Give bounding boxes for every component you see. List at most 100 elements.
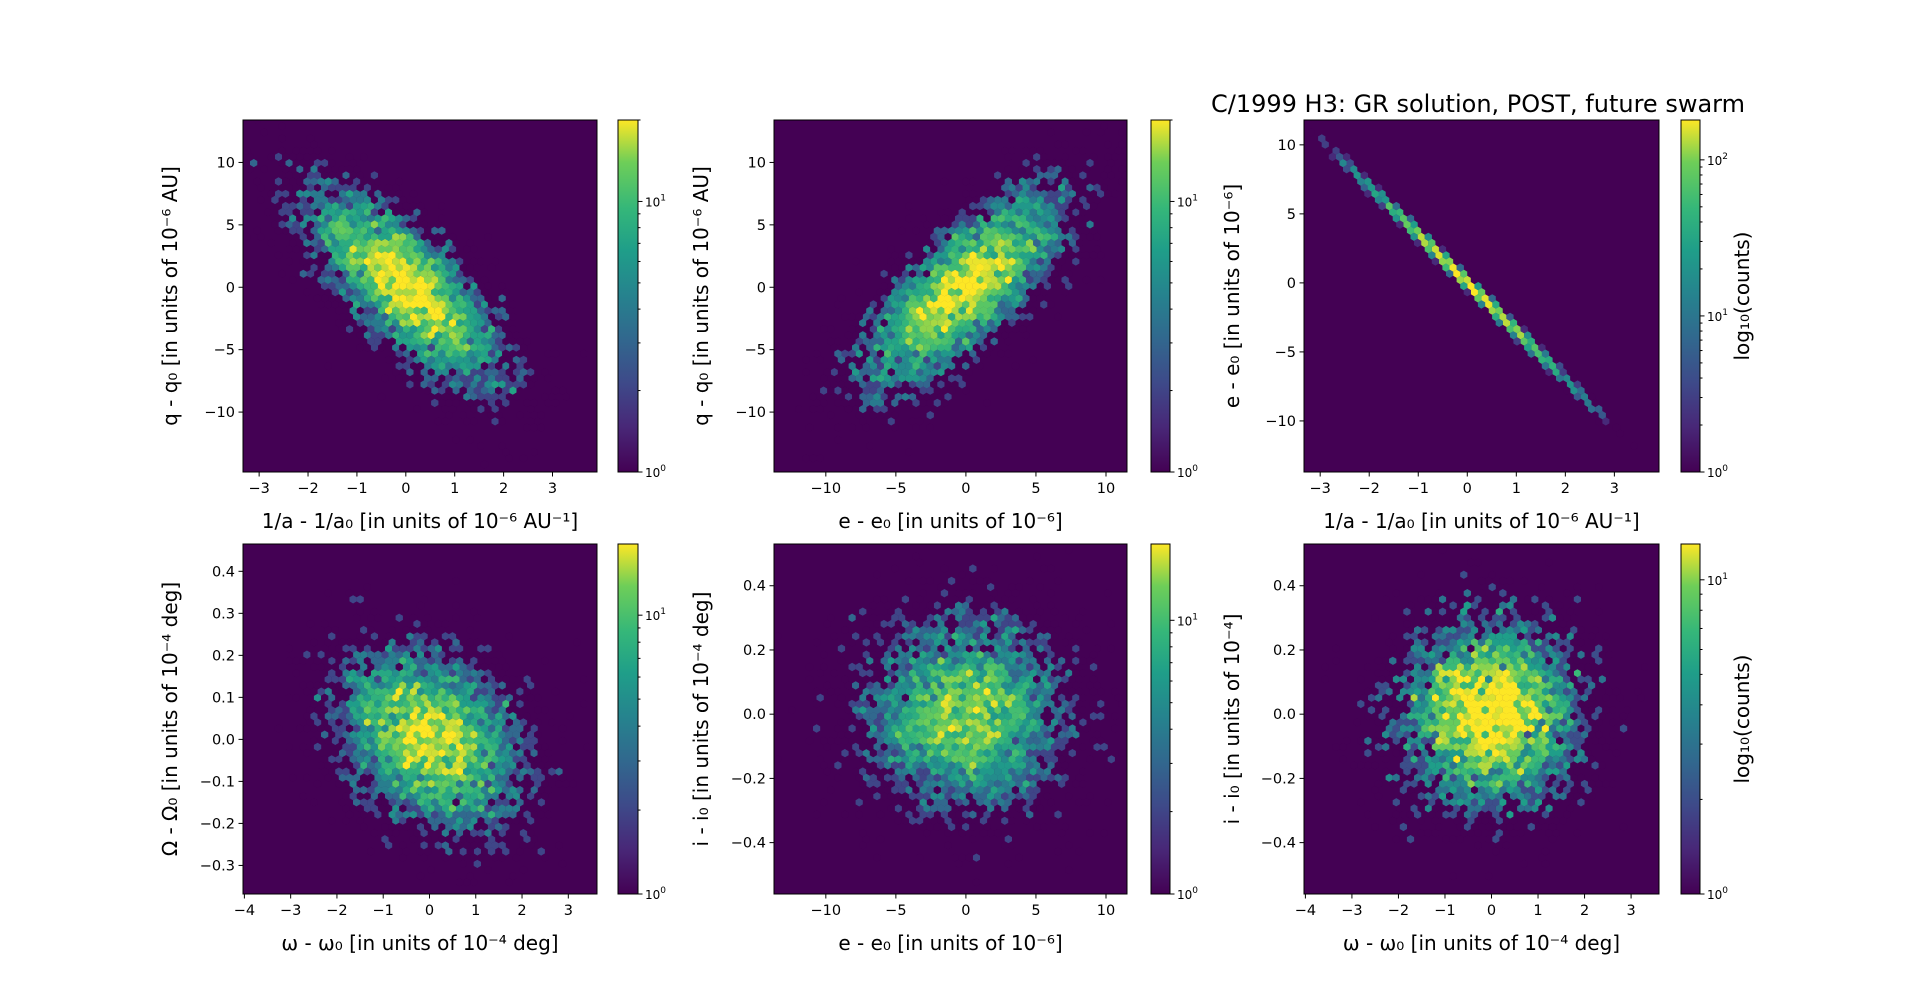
colorbar: 100 101 xyxy=(1151,120,1198,480)
y-tick-label: 5 xyxy=(226,218,235,234)
hexbin-cell xyxy=(767,657,774,665)
y-axis-label: q - q₀ [in units of 10⁻⁶ AU] xyxy=(689,166,713,426)
x-tick-label: 5 xyxy=(1031,481,1040,497)
x-tick-label: −1 xyxy=(346,481,367,497)
y-tick-label: 0.0 xyxy=(212,732,235,748)
hexbin-cell xyxy=(1136,694,1143,702)
colorbar-tick-label: 101 xyxy=(1177,612,1198,628)
y-axis-label: i - i₀ [in units of 10⁻⁴ deg] xyxy=(689,592,713,847)
y-tick-label: −0.4 xyxy=(731,836,766,852)
x-tick-label: −5 xyxy=(885,481,906,497)
x-tick-label: 1 xyxy=(1512,481,1521,497)
colorbar-tick-label: 100 xyxy=(645,886,666,902)
y-tick-label: −0.2 xyxy=(731,771,766,787)
x-tick-label: 10 xyxy=(1097,481,1115,497)
y-tick-label: −10 xyxy=(204,405,235,421)
y-tick-label: 0.2 xyxy=(212,648,235,664)
subplot-2: −10 −5 0 5 10 −10 −5 0 5 10 e - e₀ [in units of 10… xyxy=(689,97,1198,533)
figure-title: C/1999 H3: GR solution, POST, future swa… xyxy=(1211,90,1745,118)
x-tick-label: 0 xyxy=(401,481,410,497)
y-tick-label: 5 xyxy=(1287,207,1296,223)
colorbar: 100 101 xyxy=(1151,544,1198,902)
colorbar-tick-label: 101 xyxy=(1177,193,1198,209)
hexbin-cell xyxy=(763,675,770,683)
hexbin-cell xyxy=(1101,97,1108,105)
x-tick-label: 3 xyxy=(1610,481,1619,497)
x-axis-label: e - e₀ [in units of 10⁻⁶] xyxy=(838,509,1062,533)
colorbar-gradient xyxy=(618,544,638,894)
hexbin-cell xyxy=(463,903,470,911)
x-tick-label: −10 xyxy=(811,481,842,497)
x-tick-label: 1 xyxy=(471,903,480,919)
y-tick-label: −0.1 xyxy=(200,774,235,790)
x-tick-label: −4 xyxy=(234,903,255,919)
x-tick-label: 0 xyxy=(961,903,970,919)
y-axis-label: Ω - Ω₀ [in units of 10⁻⁴ deg] xyxy=(158,582,182,856)
y-tick-label: −0.2 xyxy=(200,816,235,832)
colorbar-tick-label: 101 xyxy=(645,193,666,209)
x-tick-label: 0 xyxy=(961,481,970,497)
colorbar-tick-label: 100 xyxy=(1177,886,1198,902)
y-tick-label: 0.2 xyxy=(743,643,766,659)
x-tick-label: −3 xyxy=(280,903,301,919)
x-tick-label: 10 xyxy=(1097,903,1115,919)
y-tick-label: 0.1 xyxy=(212,690,235,706)
hexbin-cell xyxy=(973,534,980,542)
y-tick-label: 10 xyxy=(217,155,235,171)
y-tick-label: 5 xyxy=(757,218,766,234)
x-tick-label: −3 xyxy=(1309,481,1330,497)
y-tick-label: 10 xyxy=(748,155,766,171)
x-tick-label: −5 xyxy=(885,903,906,919)
colorbar-gradient xyxy=(1151,120,1170,472)
hexbin-cell xyxy=(1108,110,1115,118)
y-axis-label: e - e₀ [in units of 10⁻⁶] xyxy=(1220,184,1244,408)
y-tick-label: −5 xyxy=(745,343,766,359)
colorbar-tick-label: 100 xyxy=(645,464,666,480)
colorbar-gradient xyxy=(1681,120,1700,472)
y-tick-label: 0.4 xyxy=(743,579,766,595)
y-tick-label: 0 xyxy=(757,280,766,296)
hexbin-cell xyxy=(247,91,254,99)
subplot-4: −4 −3 −2 −1 0 1 2 3 −0.3 −0.2 −0.1 0.0 0.1 0.2 0.3 0.4 ω… xyxy=(158,544,666,955)
x-axis-label: 1/a - 1/a₀ [in units of 10⁻⁶ AU⁻¹] xyxy=(262,509,578,533)
hexbin-cell xyxy=(1125,104,1132,112)
colorbar: 100 101 xyxy=(618,544,666,902)
y-tick-label: 0 xyxy=(226,280,235,296)
hexbin-cell xyxy=(1182,638,1189,646)
x-tick-label: −3 xyxy=(248,481,269,497)
x-axis-label: 1/a - 1/a₀ [in units of 10⁻⁶ AU⁻¹] xyxy=(1323,509,1639,533)
y-tick-label: 0.4 xyxy=(212,564,235,580)
y-tick-label: 0.0 xyxy=(743,707,766,723)
x-tick-label: 5 xyxy=(1031,903,1040,919)
hexbin-cell xyxy=(204,116,211,124)
x-tick-label: 2 xyxy=(517,903,526,919)
x-tick-label: −2 xyxy=(326,903,347,919)
colorbar-tick-label: 101 xyxy=(1707,308,1728,324)
x-tick-label: −2 xyxy=(1359,481,1380,497)
hexbin-cell xyxy=(229,196,236,204)
x-tick-label: 3 xyxy=(564,903,573,919)
x-axis-label: ω - ω₀ [in units of 10⁻⁴ deg] xyxy=(281,931,558,955)
y-tick-label: −0.3 xyxy=(200,858,235,874)
colorbar-tick-label: 100 xyxy=(1177,464,1198,480)
x-tick-label: 0 xyxy=(425,903,434,919)
hexbin-cell xyxy=(492,903,499,911)
y-tick-label: −5 xyxy=(1275,345,1296,361)
hexbin-cell xyxy=(756,675,763,683)
x-axis-label: e - e₀ [in units of 10⁻⁶] xyxy=(838,931,1062,955)
colorbar-tick-label: 101 xyxy=(645,607,666,623)
y-tick-label: −10 xyxy=(735,405,766,421)
y-axis-label: q - q₀ [in units of 10⁻⁶ AU] xyxy=(158,166,182,426)
x-tick-label: −2 xyxy=(297,481,318,497)
x-tick-label: −1 xyxy=(373,903,394,919)
x-tick-label: −1 xyxy=(1408,481,1429,497)
colorbar: 100 101 xyxy=(618,120,666,480)
y-tick-label: 0.3 xyxy=(212,606,235,622)
y-tick-label: −5 xyxy=(214,343,235,359)
